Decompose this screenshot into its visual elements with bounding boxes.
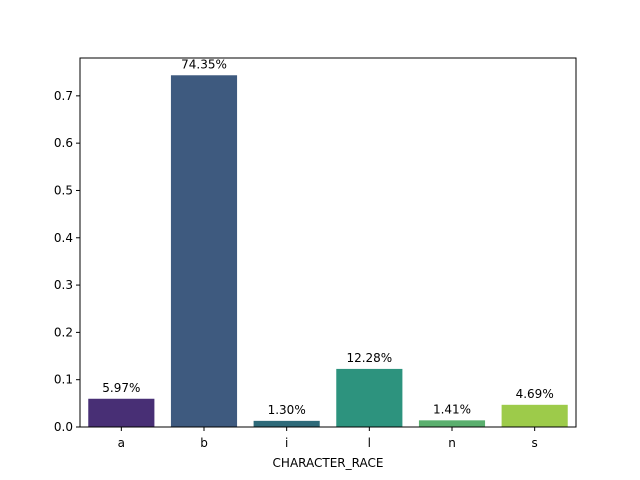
y-tick-label: 0.6 bbox=[54, 136, 73, 150]
y-axis: 0.0 0.1 0.2 0.3 0.4 0.5 0.6 0.7 bbox=[54, 89, 80, 434]
data-label-a: 5.97% bbox=[102, 381, 140, 395]
x-tick-label-s: s bbox=[532, 436, 538, 450]
x-tick-label-i: i bbox=[285, 436, 288, 450]
y-tick-label: 0.7 bbox=[54, 89, 73, 103]
x-tick-label-a: a bbox=[118, 436, 125, 450]
bar-l bbox=[336, 368, 403, 427]
data-label-s: 4.69% bbox=[516, 387, 554, 401]
bar-s bbox=[501, 404, 568, 427]
bar-n bbox=[418, 420, 486, 427]
y-tick-label: 0.5 bbox=[54, 183, 73, 197]
y-tick-label: 0.0 bbox=[54, 420, 73, 434]
x-tick-label-l: l bbox=[368, 436, 371, 450]
bar-b bbox=[170, 75, 238, 428]
plot-frame bbox=[79, 57, 577, 428]
data-label-b: 74.35% bbox=[181, 57, 227, 71]
y-tick-label: 0.3 bbox=[54, 278, 73, 292]
data-label-i: 1.30% bbox=[268, 403, 306, 417]
data-label-n: 1.41% bbox=[433, 402, 471, 416]
bar-labels-group: 5.97% 74.35% 1.30% 12.28% 1.41% 4.69% bbox=[102, 57, 553, 417]
y-tick-label: 0.4 bbox=[54, 231, 73, 245]
y-tick-label: 0.1 bbox=[54, 373, 73, 387]
x-axis-title: CHARACTER_RACE bbox=[273, 456, 384, 470]
bars-group bbox=[88, 75, 568, 428]
bar-i bbox=[253, 420, 320, 427]
x-tick-label-n: n bbox=[448, 436, 456, 450]
x-tick-label-b: b bbox=[200, 436, 208, 450]
data-label-l: 12.28% bbox=[346, 351, 392, 365]
y-tick-label: 0.2 bbox=[54, 325, 73, 339]
bar-a bbox=[88, 398, 155, 427]
